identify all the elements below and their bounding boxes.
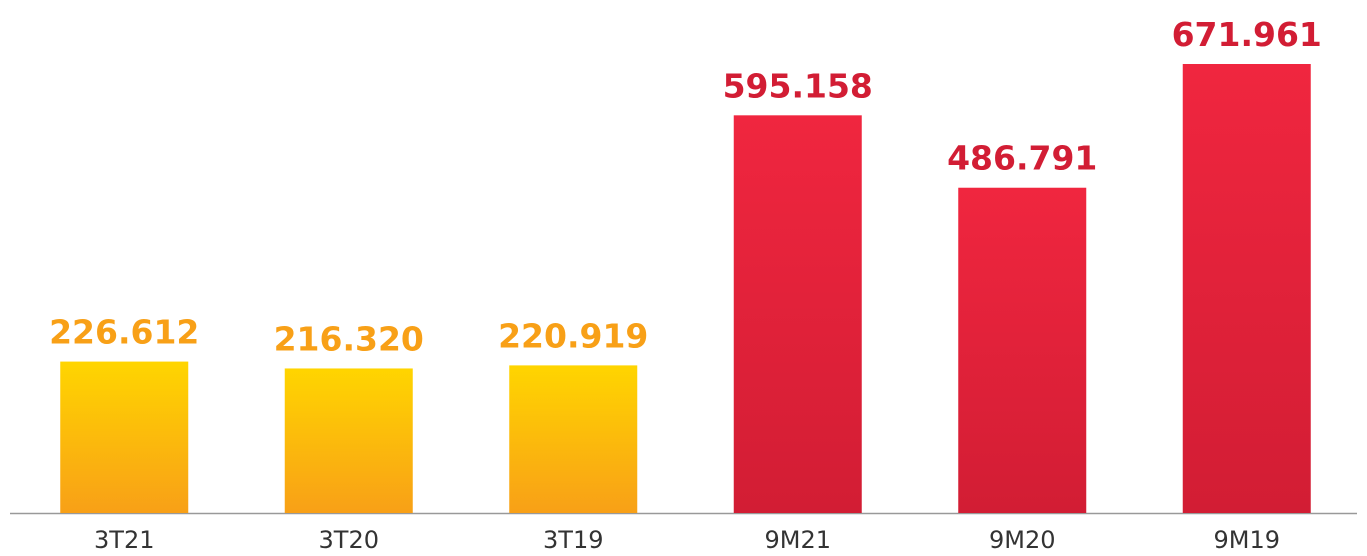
bar <box>284 368 413 513</box>
x-tick-label: 3T21 <box>94 526 154 554</box>
bar <box>958 187 1087 513</box>
bar <box>733 115 862 513</box>
value-label: 671.961 <box>1172 15 1322 54</box>
x-tick-label: 3T20 <box>319 526 379 554</box>
x-tick-label: 9M19 <box>1213 526 1280 554</box>
x-tick-label: 9M21 <box>764 526 831 554</box>
x-tick-label: 3T19 <box>543 526 603 554</box>
value-label: 595.158 <box>723 66 873 105</box>
value-label: 216.320 <box>274 319 424 358</box>
bar <box>60 361 189 513</box>
x-tick-label: 9M20 <box>989 526 1056 554</box>
value-label: 220.919 <box>498 316 648 355</box>
value-label: 486.791 <box>947 139 1097 178</box>
bar <box>1182 64 1311 513</box>
value-label: 226.612 <box>49 313 199 352</box>
bar <box>509 365 638 513</box>
